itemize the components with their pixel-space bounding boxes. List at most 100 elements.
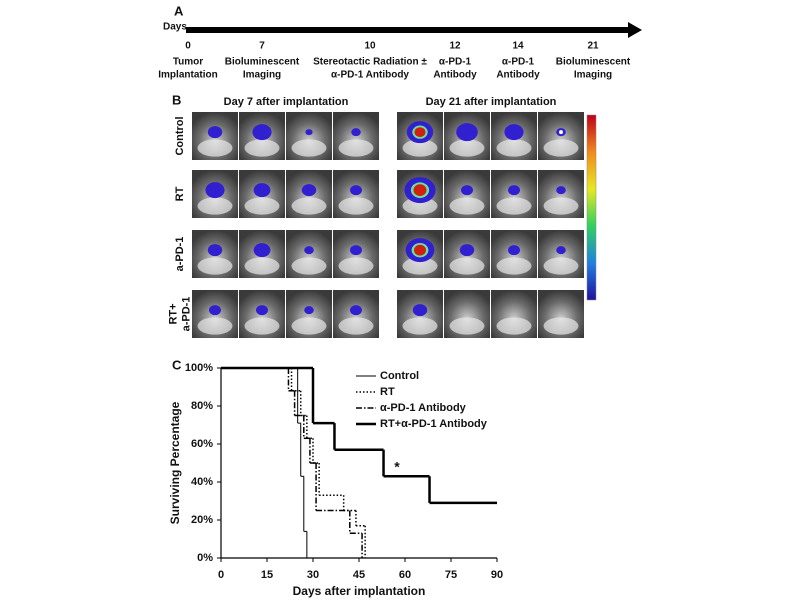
event-label: α-PD-1 <box>502 57 535 68</box>
signal <box>412 304 428 317</box>
mouse-body <box>197 197 233 215</box>
mouse-body <box>496 139 532 157</box>
row-label: a-PD-1 <box>180 297 192 332</box>
signal <box>304 246 314 255</box>
mouse-body <box>449 257 485 275</box>
mouse-body <box>291 139 327 157</box>
signal <box>414 244 426 256</box>
x-tick-label: 0 <box>218 569 224 581</box>
y-title-group: Surviving Percentage <box>168 401 182 524</box>
event-day: 14 <box>512 41 524 52</box>
signal <box>413 184 427 197</box>
signal <box>508 185 520 196</box>
mouse-body <box>244 197 280 215</box>
row-label: RT+ <box>167 303 179 324</box>
mouse-body <box>496 257 532 275</box>
mouse-body <box>496 317 532 335</box>
legend-label: Control <box>380 370 419 382</box>
mouse-body <box>291 257 327 275</box>
mouse-body <box>543 139 579 157</box>
signal <box>207 126 223 139</box>
x-tick-label: 90 <box>491 569 503 581</box>
legend-label: RT+α-PD-1 Antibody <box>380 418 488 430</box>
event-label: Imaging <box>243 70 281 81</box>
mouse-body <box>197 317 233 335</box>
timeline-label: Days <box>163 22 187 33</box>
mouse-body <box>291 197 327 215</box>
y-tick-label: 80% <box>191 400 213 412</box>
signal <box>256 305 268 316</box>
mouse-body <box>338 197 374 215</box>
signal <box>253 243 271 258</box>
mouse-body <box>402 317 438 335</box>
mouse-body <box>543 317 579 335</box>
color-bar <box>586 114 597 301</box>
mouse-body <box>496 197 532 215</box>
signal <box>414 127 426 138</box>
legend-label: α-PD-1 Antibody <box>380 402 467 414</box>
y-axis-title: Surviving Percentage <box>168 401 182 524</box>
signal <box>205 182 225 199</box>
event-label: Antibody <box>496 70 540 81</box>
x-axis-title: Days after implantation <box>293 584 426 598</box>
mouse-body <box>402 197 438 215</box>
row-label-group: RT+ a-PD-1 <box>167 297 192 332</box>
mouse-body <box>543 197 579 215</box>
event-day: 7 <box>259 41 265 52</box>
signal <box>556 186 566 195</box>
mouse-body <box>338 317 374 335</box>
signal <box>207 244 223 257</box>
signal <box>456 123 478 142</box>
signal <box>504 124 524 141</box>
signal <box>209 305 221 316</box>
signal <box>350 185 362 196</box>
row-label-group: a-PD-1 <box>174 237 186 272</box>
event-day: 10 <box>364 41 376 52</box>
y-tick-label: 40% <box>191 476 213 488</box>
row-label: a-PD-1 <box>174 237 186 272</box>
y-tick-label: 60% <box>191 438 213 450</box>
mouse-body <box>244 257 280 275</box>
mouse-body <box>197 139 233 157</box>
signal <box>350 305 362 316</box>
signal <box>559 130 563 135</box>
signal <box>459 244 475 257</box>
event-label: Imaging <box>574 70 612 81</box>
mouse-body <box>449 197 485 215</box>
event-label: Stereotactic Radiation ± <box>313 57 427 68</box>
mouse-body <box>244 139 280 157</box>
event-label: Antibody <box>433 70 477 81</box>
signal <box>304 306 314 315</box>
row-label-group: Control <box>174 116 186 155</box>
signal <box>556 246 566 255</box>
legend-label: RT <box>380 386 395 398</box>
column-header: Day 7 after implantation <box>224 96 349 108</box>
row-label-group: RT <box>174 186 186 201</box>
timeline-arrow <box>186 27 630 33</box>
x-tick-label: 15 <box>261 569 273 581</box>
x-tick-label: 45 <box>353 569 365 581</box>
x-tick-label: 60 <box>399 569 411 581</box>
mouse-body <box>197 257 233 275</box>
event-day: 0 <box>185 41 191 52</box>
row-label: RT <box>174 186 186 201</box>
mouse-body <box>338 257 374 275</box>
event-label: Tumor <box>173 57 203 68</box>
event-label: Implantation <box>158 70 217 81</box>
mouse-body <box>402 257 438 275</box>
signal <box>461 185 473 196</box>
y-tick-label: 100% <box>185 362 213 374</box>
event-day: 21 <box>587 41 599 52</box>
event-label: α-PD-1 Antibody <box>331 70 409 81</box>
event-day: 12 <box>449 41 461 52</box>
mouse-body <box>449 139 485 157</box>
event-label: Bioluminescent <box>225 57 300 68</box>
mouse-body <box>291 317 327 335</box>
mouse-body <box>449 317 485 335</box>
signal <box>253 183 271 198</box>
event-label: Bioluminescent <box>556 57 631 68</box>
column-header: Day 21 after implantation <box>426 96 557 108</box>
signal <box>508 245 520 256</box>
panel-letter: C <box>172 357 182 372</box>
